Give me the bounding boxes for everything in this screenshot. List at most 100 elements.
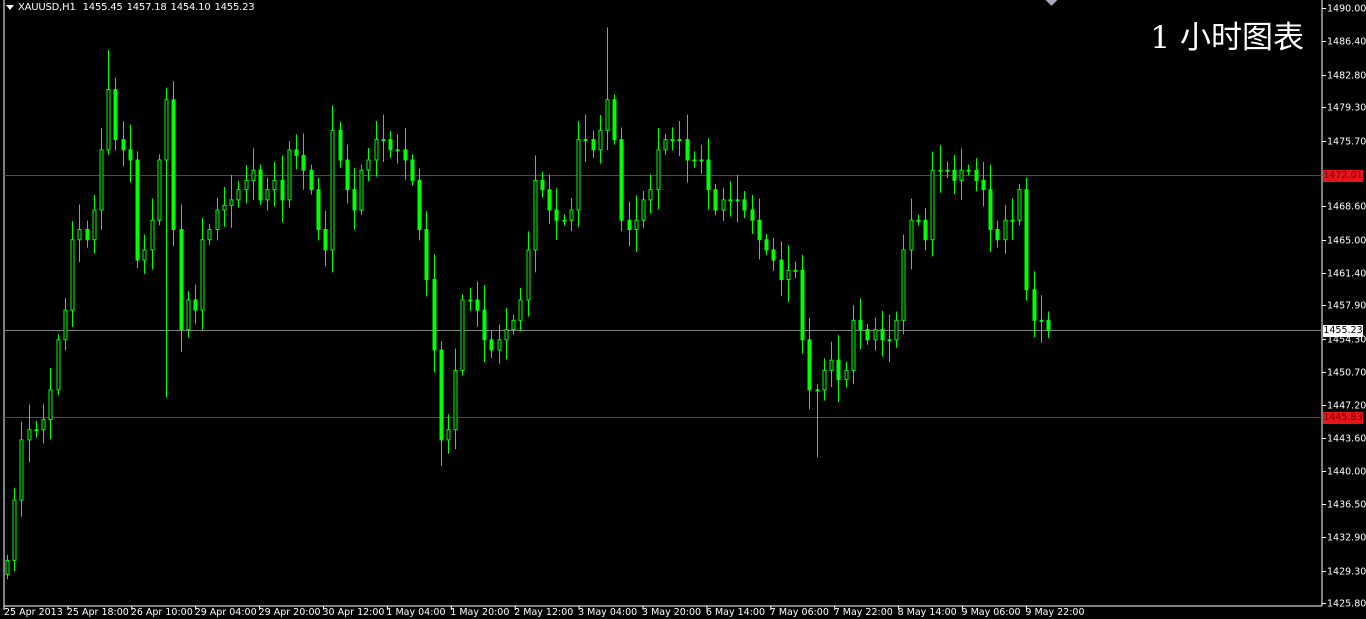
symbol-label: XAUUSD,H1 [18,2,76,13]
candle-body [280,179,285,201]
candle-body [945,169,950,172]
price-tick-label: 1454.30 [1327,334,1366,345]
candle-body [41,418,46,431]
candle-body [301,154,306,171]
candle-body [222,204,227,211]
candle-body [627,219,632,231]
candle-body [728,199,733,202]
candle-body [554,209,559,221]
time-tick-label: 30 Apr 12:00 [322,607,385,618]
current-price-tag: 1455.23 [1323,324,1363,337]
candle-body [128,149,133,161]
candle-body [316,189,321,231]
chart-header: XAUUSD,H1 1455.45 1457.18 1454.10 1455.23 [6,2,258,13]
candle-body [887,339,892,342]
candle-body [677,139,682,142]
candle-body [19,439,24,501]
time-tick-label: 25 Apr 18:00 [66,607,129,618]
price-tick-label: 1443.60 [1327,433,1366,444]
candle-body [764,239,769,251]
overlay-title: 1 小时图表 [1150,20,1304,56]
candle-body [410,159,415,181]
candle-body [713,189,718,211]
candle-body [670,139,675,142]
candle-body [648,189,653,201]
triangle-down-icon[interactable] [6,4,14,10]
price-tick-label: 1440.00 [1327,466,1366,477]
candle-body [5,559,10,575]
price-tick-label: 1450.70 [1327,367,1366,378]
time-tick-label: 8 May 14:00 [897,607,957,618]
candle-body [48,389,53,420]
candle-body [1024,189,1029,291]
candle-body [591,139,596,151]
candle-body [901,249,906,321]
candle-body [735,199,740,202]
candle-body [359,169,364,211]
candle-body [880,329,885,341]
price-tick-label: 1475.70 [1327,136,1366,147]
candle-body [974,169,979,181]
candle-body [460,299,465,371]
candle-body [106,89,111,151]
candle-body [99,149,104,211]
candle-body [1046,319,1051,331]
candle-body [894,319,899,341]
candle-body [338,129,343,161]
candle-body [793,269,798,272]
time-tick-label: 2 May 12:00 [514,607,574,618]
candle-body [121,139,126,151]
price-tick-label: 1482.80 [1327,70,1366,81]
candle-body [70,239,75,311]
candle-body [85,229,90,241]
low-value: 1454.10 [170,2,211,13]
candle-body [858,319,863,331]
candle-body [598,129,603,151]
candle-body [157,159,162,221]
candle-body [634,219,639,231]
candle-body [938,169,943,172]
candle-body [518,299,523,321]
price-tick-label: 1490.00 [1327,3,1366,14]
candle-body [453,369,458,431]
candle-body [468,299,473,302]
candle-body [215,209,220,231]
candle-body [207,229,212,241]
candle-body [265,189,270,201]
candle-body [366,159,371,171]
candle-body [656,149,661,191]
time-tick-label: 26 Apr 10:00 [130,607,193,618]
candle-body [641,199,646,221]
candle-body [489,339,494,351]
time-tick-label: 3 May 20:00 [642,607,702,618]
candle-body [995,229,1000,241]
candle-body [612,99,617,141]
candle-body [244,179,249,191]
candle-body [424,229,429,281]
price-tick-label: 1425.80 [1327,598,1366,609]
candle-body [150,219,155,251]
candle-body [186,299,191,331]
candle-body [395,149,400,152]
candle-body [294,149,299,156]
candle-body [164,99,169,161]
candle-body [403,149,408,161]
candle-body [1039,319,1044,322]
candle-body [865,329,870,341]
price-tick-label: 1486.40 [1327,36,1366,47]
candle-body [786,269,791,281]
candle-body [432,279,437,351]
time-tick-label: 7 May 06:00 [769,607,829,618]
candle-body [135,159,140,261]
price-tick-label: 1461.40 [1327,268,1366,279]
candle-body [699,159,704,162]
time-tick-label: 9 May 06:00 [961,607,1021,618]
candle-body [807,339,812,391]
time-tick-label: 3 May 04:00 [578,607,638,618]
candle-body [829,359,834,371]
candle-body [757,219,762,241]
candle-body [171,99,176,231]
time-tick-label: 1 May 20:00 [450,607,510,618]
candle-body [439,349,444,441]
